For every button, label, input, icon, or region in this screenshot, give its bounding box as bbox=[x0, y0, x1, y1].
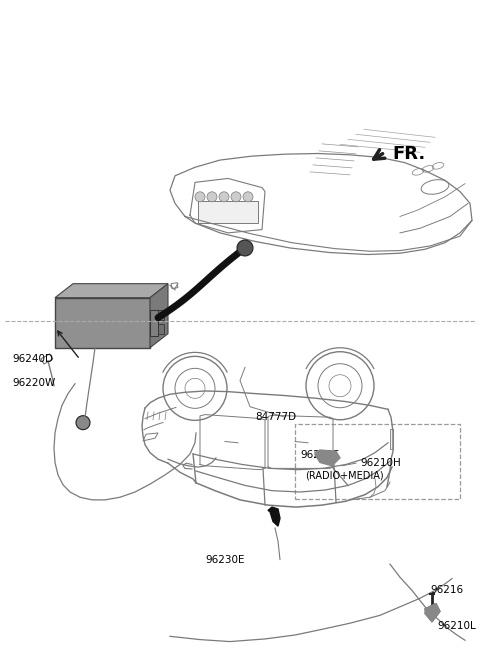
Circle shape bbox=[231, 192, 241, 202]
Circle shape bbox=[76, 416, 90, 430]
Polygon shape bbox=[315, 450, 340, 466]
Bar bbox=[158, 323, 164, 334]
Circle shape bbox=[207, 192, 217, 202]
Bar bbox=[198, 201, 258, 223]
Circle shape bbox=[237, 240, 253, 256]
Circle shape bbox=[243, 192, 253, 202]
Polygon shape bbox=[55, 283, 168, 298]
Text: 96240D: 96240D bbox=[12, 354, 53, 365]
Text: 96210F: 96210F bbox=[300, 449, 339, 460]
Text: 96210H: 96210H bbox=[360, 458, 401, 468]
Text: 96220W: 96220W bbox=[12, 378, 55, 388]
Bar bbox=[390, 430, 393, 449]
Bar bbox=[295, 424, 460, 499]
Circle shape bbox=[219, 192, 229, 202]
Bar bbox=[171, 283, 178, 289]
Bar bbox=[150, 310, 158, 336]
Bar bbox=[41, 354, 53, 364]
Circle shape bbox=[195, 192, 205, 202]
Bar bbox=[55, 298, 150, 348]
Text: 96210L: 96210L bbox=[437, 621, 476, 632]
Polygon shape bbox=[268, 507, 280, 526]
Polygon shape bbox=[425, 604, 440, 622]
Bar bbox=[158, 310, 164, 319]
Text: 96230E: 96230E bbox=[205, 554, 245, 565]
Polygon shape bbox=[150, 283, 168, 348]
Text: 96216: 96216 bbox=[430, 584, 463, 595]
Text: (RADIO+MEDIA): (RADIO+MEDIA) bbox=[305, 470, 384, 481]
Text: FR.: FR. bbox=[392, 145, 425, 163]
Text: 84777D: 84777D bbox=[255, 412, 296, 422]
